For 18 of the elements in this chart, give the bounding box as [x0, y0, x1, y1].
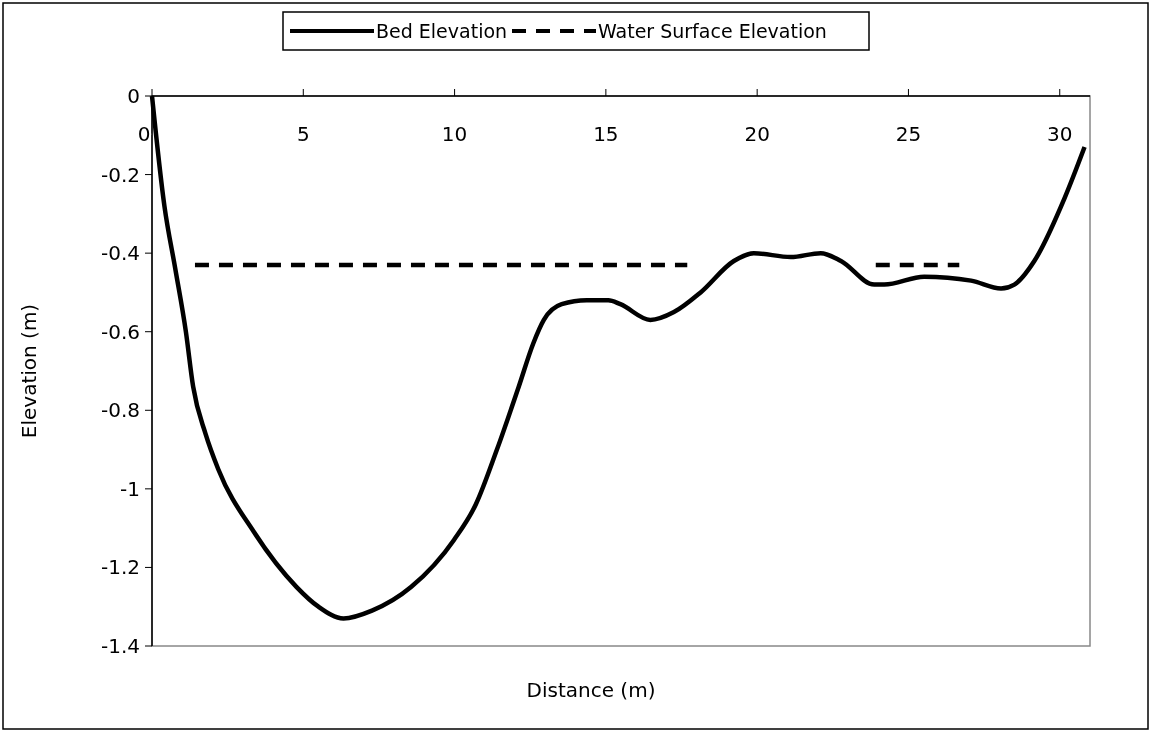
x-tick-label: 15: [593, 122, 619, 146]
x-tick-label: 25: [895, 122, 922, 146]
legend-label: Water Surface Elevation: [598, 20, 827, 42]
y-tick-label: -0.4: [100, 241, 140, 266]
y-tick-label: -0.8: [100, 398, 140, 423]
x-tick-label: 5: [296, 122, 310, 146]
x-tick-label: 30: [1047, 122, 1073, 146]
y-axis-title: Elevation (m): [17, 303, 41, 439]
y-tick-label: -0.2: [100, 162, 140, 187]
y-tick-label: -0.6: [100, 319, 140, 344]
x-tick-label: 10: [441, 122, 468, 146]
legend-label: Bed Elevation: [376, 20, 508, 42]
x-tick-label: 20: [744, 122, 770, 146]
y-tick-label: -1.2: [100, 555, 140, 580]
y-tick-label: -1: [120, 476, 140, 501]
x-axis-title: Distance (m): [526, 678, 656, 702]
y-tick-label: -1.4: [100, 634, 140, 658]
y-tick-label: 0: [127, 84, 140, 108]
